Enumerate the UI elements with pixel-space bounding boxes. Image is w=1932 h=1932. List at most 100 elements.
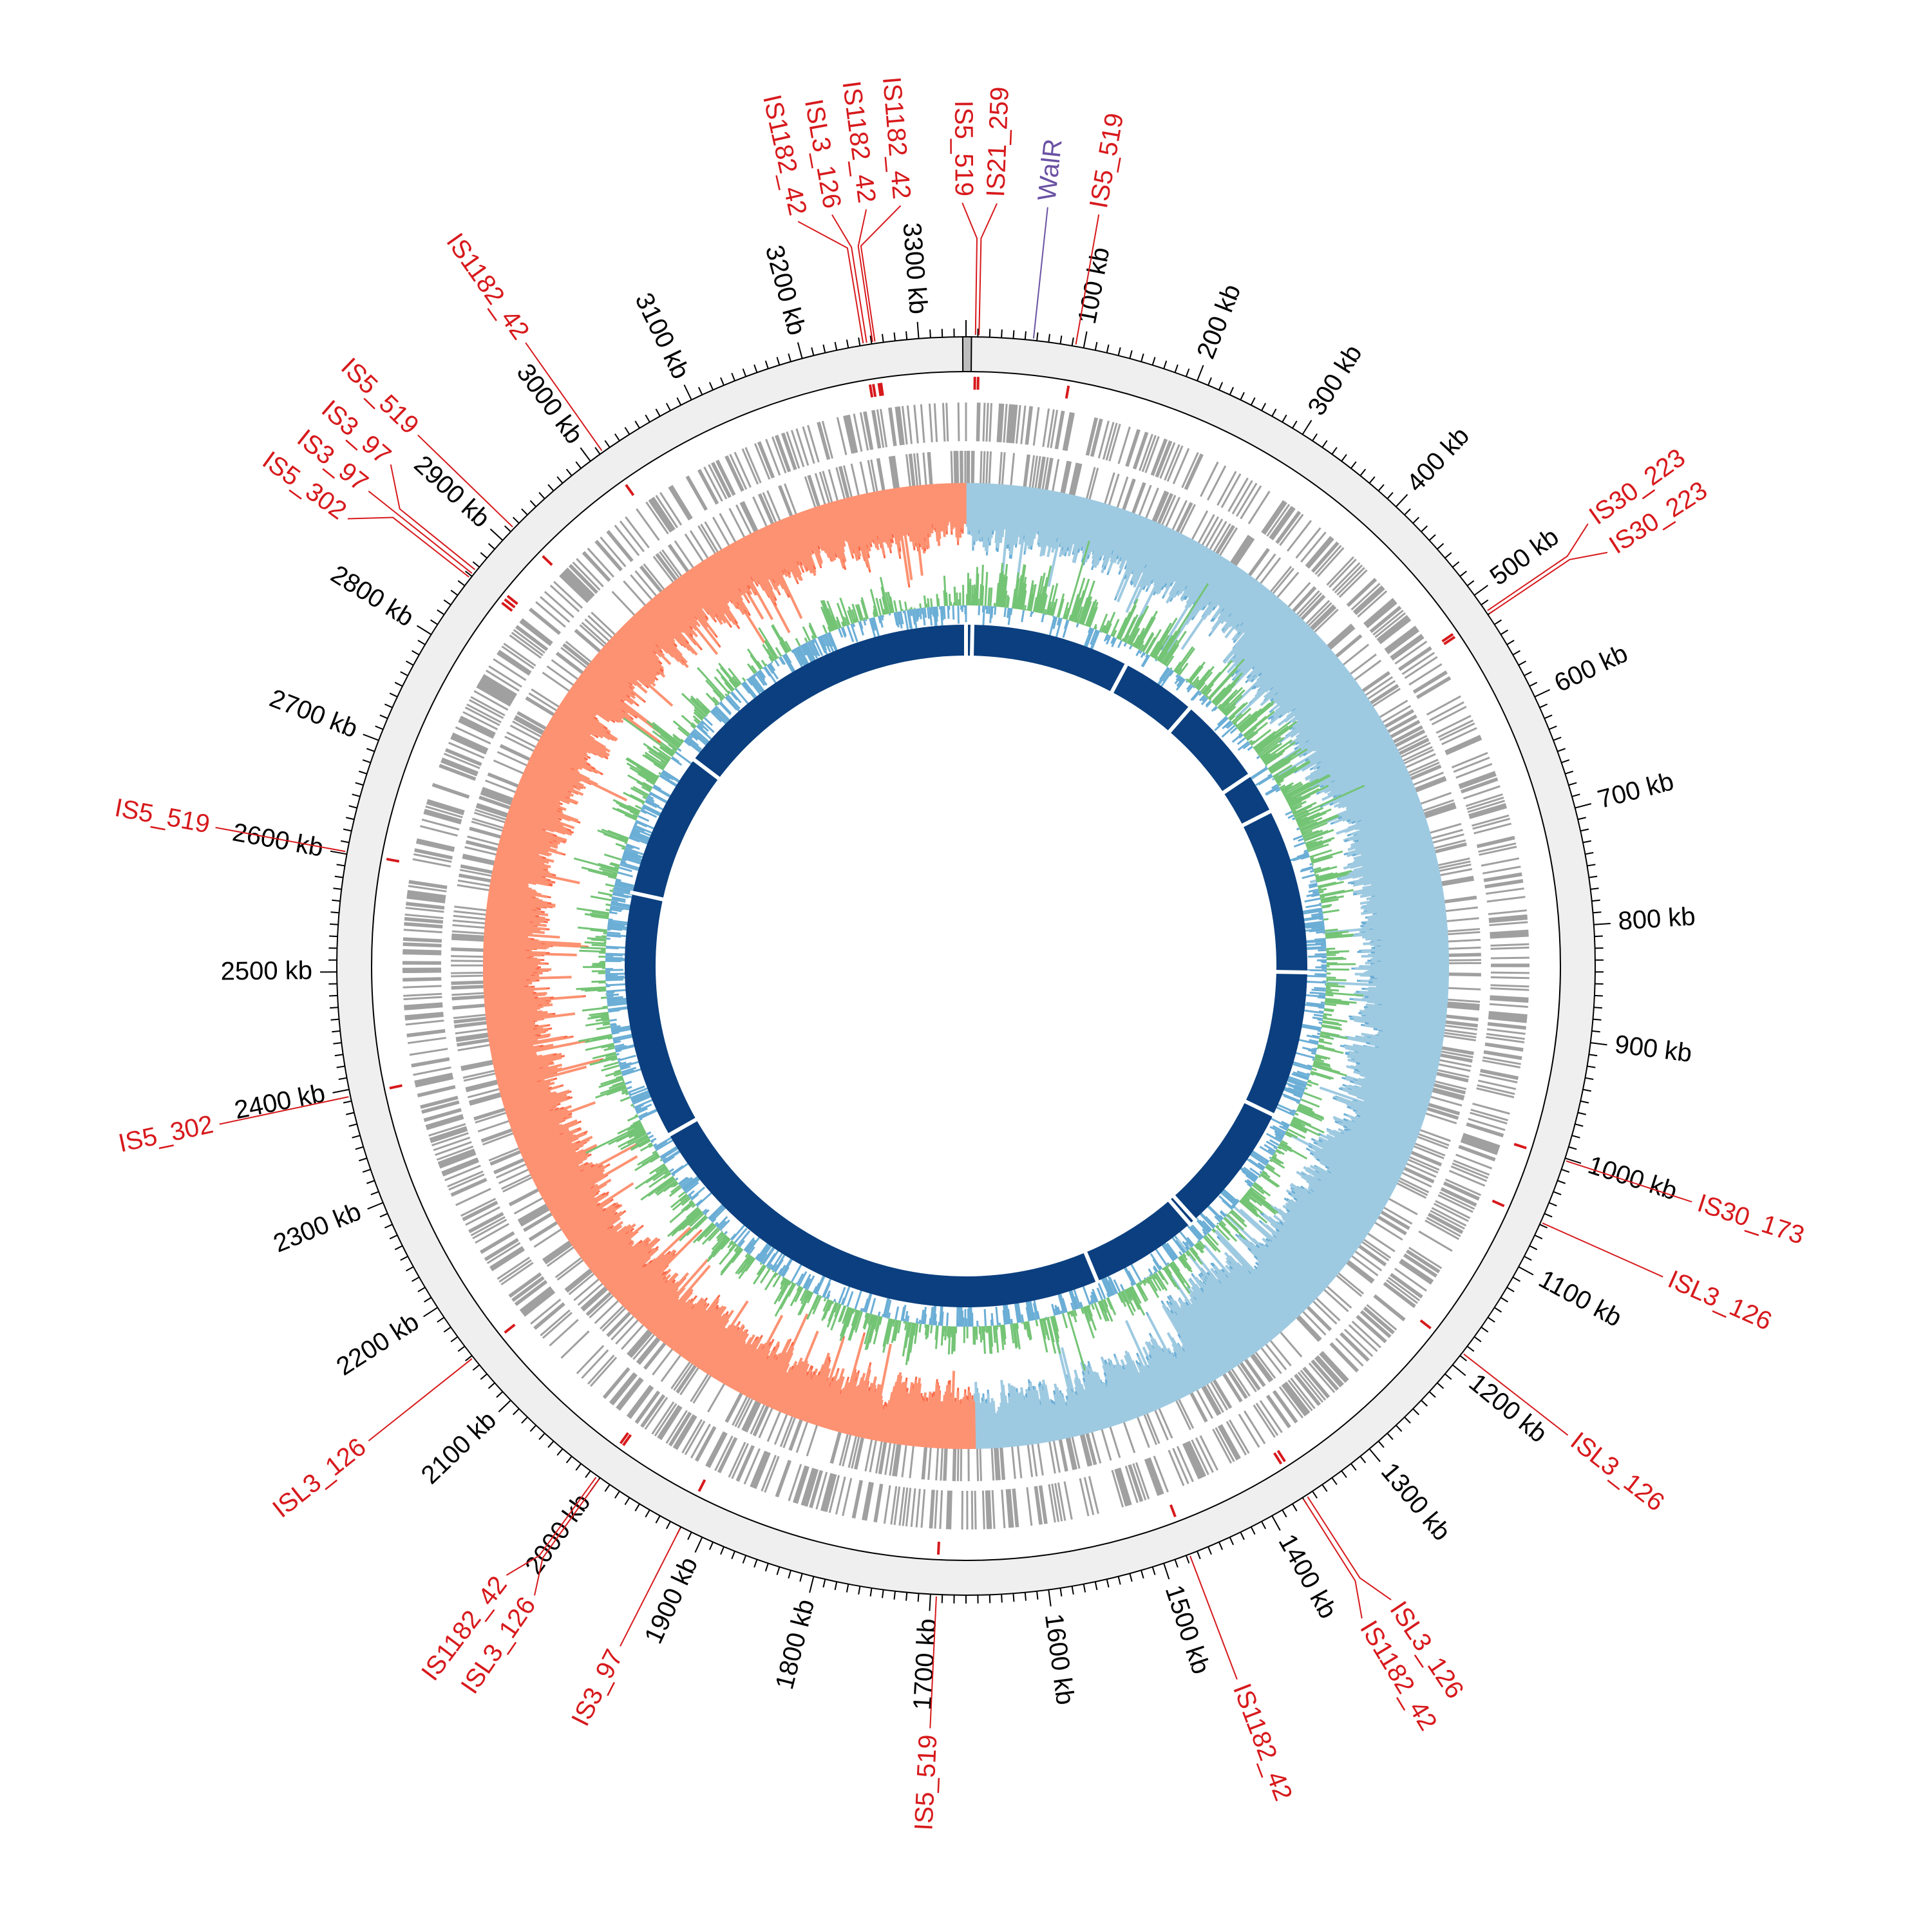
gc-skew-edge [1145,587,1149,592]
gc-skew-edge [1185,1241,1189,1246]
minor-tick [1437,1382,1444,1389]
minor-tick [905,331,908,340]
minor-tick [1473,1336,1482,1343]
gene-feature [1195,1437,1214,1473]
gene-feature [734,451,752,488]
gc-skew-edge [1350,882,1355,885]
gene-feature [1482,1056,1521,1065]
minor-tick [565,1455,573,1464]
is-element-mark [1419,1319,1432,1330]
gene-feature [1176,1446,1194,1482]
minor-tick [384,703,393,708]
gc-skew-edge [1174,1235,1179,1240]
gc-content-low-bar [982,605,985,627]
gene-feature [1448,1170,1486,1187]
minor-tick [1459,571,1467,577]
ideogram-ring [336,336,1596,1596]
gene-feature [519,621,551,647]
gc-skew-edge [534,1024,539,1027]
gene-feature [1488,909,1527,915]
gene-feature [1026,1487,1033,1526]
gene-feature [774,435,790,473]
minor-tick [1229,1537,1235,1546]
minor-tick [355,782,364,786]
gene-feature [610,1373,637,1405]
gene-feature [645,501,669,535]
tick-label: 1800 kb [770,1596,820,1692]
minor-tick [1512,1276,1520,1282]
gene-feature [991,1490,996,1529]
gc-skew-edge [1160,646,1164,651]
gc-skew-edge [546,1024,551,1027]
gene-feature [408,880,448,888]
gene-feature [424,810,462,823]
gene-feature [1125,429,1139,467]
gene-feature [714,1435,734,1472]
major-tick [1271,1515,1281,1531]
gc-skew-edge [716,1294,721,1299]
gc-skew-edge [1341,1076,1346,1080]
gc-skew-edge [1160,1300,1164,1305]
minor-tick [1208,1546,1212,1555]
gc-skew-edge [1235,670,1239,675]
gene-feature [1290,1378,1316,1410]
minor-tick [472,561,480,568]
gene-feature [1034,1486,1041,1525]
gene-feature [1435,715,1472,734]
gene-feature [619,520,645,553]
gene-feature [786,431,800,469]
gc-skew-edge [1283,1197,1289,1202]
gene-feature [1111,1470,1124,1508]
gene-feature [1046,409,1055,448]
major-tick [809,1576,815,1593]
gene-feature [650,497,674,531]
gc-skew-edge [1010,554,1013,559]
gene-feature [514,1280,547,1305]
gc-skew-edge [1258,1220,1263,1224]
gene-feature [1389,1274,1423,1299]
minor-tick [1591,1030,1600,1033]
gene-feature [985,1490,989,1530]
minor-tick [1151,357,1156,366]
gene-feature [1433,1202,1469,1222]
minor-tick [1261,402,1267,412]
gene-feature [1097,421,1110,459]
gene-feature [616,1377,641,1409]
gene-feature [404,1005,443,1010]
minor-tick [1378,1441,1385,1448]
gene-feature [1226,1421,1247,1456]
gene-feature [428,1122,466,1137]
gene-feature [568,565,598,594]
gene-feature [1490,995,1529,999]
gene-feature [490,1247,524,1270]
gene-feature [493,658,527,681]
minor-tick [1589,875,1598,878]
gene-feature [1153,1455,1169,1493]
gc-content-high-bar [1094,626,1097,630]
gene-feature [451,1179,488,1197]
gc-skew-edge [1332,1097,1337,1101]
gc-skew-edge [759,1334,763,1340]
minor-tick [1500,629,1508,636]
gene-feature [1199,1435,1218,1471]
gc-skew-edge [883,554,886,559]
gene-feature [1283,1382,1309,1415]
gene-feature [1302,1367,1329,1399]
tick-label: 700 kb [1595,767,1676,814]
minor-tick [676,397,682,406]
gene-feature [1427,1214,1463,1235]
gene-feature [978,402,981,442]
gene-feature [1460,1140,1498,1155]
gene-feature [982,402,986,442]
minor-tick [634,1503,640,1511]
gene-feature [1332,562,1361,591]
major-tick [929,1594,931,1611]
minor-tick [366,1180,375,1184]
minor-tick [1012,330,1015,339]
gc-skew-negative-bar [646,1258,709,1330]
gene-feature [1400,1258,1434,1282]
minor-tick [846,1584,849,1593]
minor-tick [799,1573,803,1582]
minor-tick [893,332,896,341]
gc-skew-edge [1255,1244,1260,1249]
